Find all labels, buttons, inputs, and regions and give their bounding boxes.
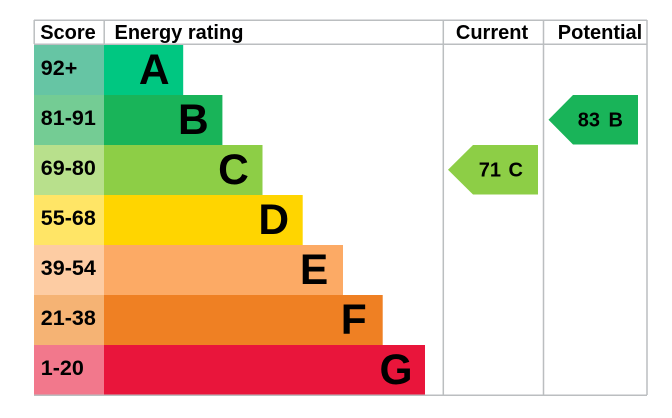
svg-text:B: B	[178, 97, 209, 144]
svg-text:Current: Current	[456, 22, 529, 44]
svg-text:21-38: 21-38	[41, 306, 96, 330]
svg-text:71: 71	[479, 159, 501, 181]
svg-text:E: E	[300, 247, 328, 294]
svg-text:92+: 92+	[41, 56, 77, 80]
svg-text:C: C	[218, 147, 249, 194]
svg-text:55-68: 55-68	[41, 206, 96, 230]
svg-text:1-20: 1-20	[41, 356, 84, 380]
svg-text:Energy rating: Energy rating	[115, 22, 244, 44]
svg-text:Score: Score	[40, 22, 96, 44]
svg-text:D: D	[258, 197, 289, 244]
svg-text:C: C	[509, 159, 523, 181]
svg-text:F: F	[341, 297, 367, 344]
svg-text:Potential: Potential	[558, 22, 642, 44]
svg-text:G: G	[379, 347, 412, 394]
svg-text:39-54: 39-54	[41, 256, 96, 280]
svg-text:81-91: 81-91	[41, 106, 96, 130]
svg-text:A: A	[139, 47, 170, 94]
svg-text:69-80: 69-80	[41, 156, 96, 180]
svg-text:83: 83	[578, 109, 600, 131]
svg-text:B: B	[609, 109, 623, 131]
